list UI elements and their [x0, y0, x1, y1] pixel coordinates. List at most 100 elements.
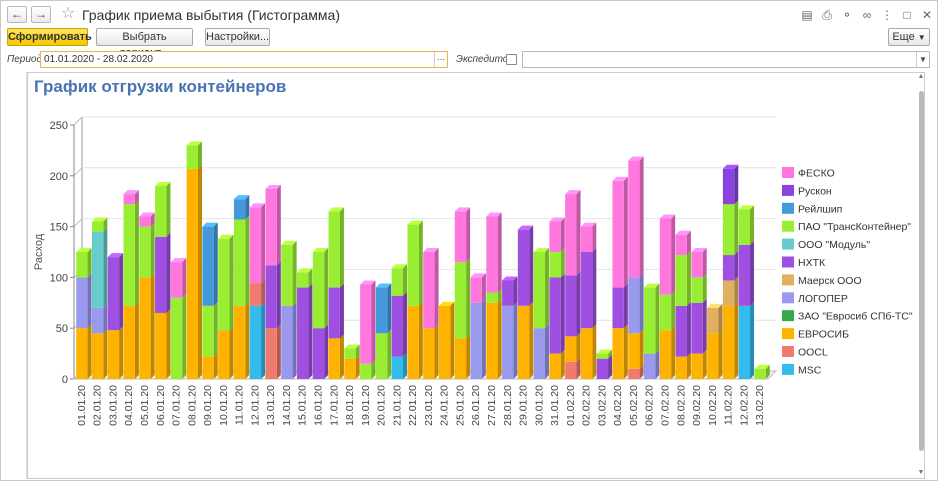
bar-stack-09.02.20 — [691, 248, 707, 379]
bar-side — [229, 234, 234, 331]
bar-segment — [407, 305, 419, 379]
select-period-icon[interactable]: ... — [434, 52, 447, 67]
bar-side — [671, 326, 676, 379]
scroll-down-icon[interactable]: ▼ — [917, 469, 925, 476]
bar-side — [150, 212, 155, 227]
vertical-scrollbar[interactable]: ▲ ▼ — [917, 73, 925, 478]
legend-label: Рускон — [798, 185, 832, 197]
bar-side — [671, 290, 676, 331]
bar-stack-04.01.20 — [123, 190, 139, 379]
attach-icon[interactable]: ⚬ — [841, 8, 853, 22]
x-tick-label: 08.01.20 — [186, 385, 198, 426]
bar-segment — [722, 305, 735, 379]
x-tick-label: 14.01.20 — [281, 385, 293, 426]
bar-segment — [580, 252, 593, 329]
x-tick-label: 02.01.20 — [92, 385, 104, 426]
bar-side — [686, 301, 691, 357]
bar-side — [387, 329, 392, 379]
scroll-thumb[interactable] — [919, 91, 924, 451]
more-icon[interactable]: ⋮ — [881, 8, 893, 22]
bar-segment — [107, 257, 120, 331]
bar-side — [702, 273, 707, 303]
close-icon[interactable]: ✕ — [921, 8, 933, 22]
bar-side — [497, 298, 502, 379]
bar-top — [391, 264, 408, 269]
bar-segment — [580, 226, 593, 252]
bar-segment — [328, 338, 340, 379]
bar-stack-17.01.20 — [328, 207, 344, 379]
bar-side — [261, 203, 266, 284]
bar-side — [734, 164, 739, 205]
bar-top — [218, 234, 234, 239]
bar-side — [339, 334, 344, 379]
bar-side — [450, 301, 455, 379]
legend-label: НХТК — [798, 257, 826, 269]
y-axis-title: Расход — [33, 233, 45, 270]
bar-segment — [360, 363, 372, 379]
bar-side — [87, 273, 92, 329]
bar-top — [596, 349, 613, 354]
forward-arrow-icon[interactable]: → — [31, 6, 51, 23]
scroll-up-icon[interactable]: ▲ — [917, 73, 925, 80]
title-bar: ← → ☆ График приема выбытия (Гистограмма… — [1, 1, 938, 27]
bar-segment — [565, 194, 577, 276]
x-tick-label: 11.02.20 — [723, 385, 735, 425]
legend-label: ООО "Модуль" — [798, 239, 870, 251]
x-tick-label: 03.02.20 — [596, 385, 608, 426]
chevron-down-icon[interactable]: ▼ — [916, 52, 929, 67]
bar-side — [276, 261, 281, 329]
select-variant-button[interactable]: Выбрать вариант... — [96, 28, 193, 59]
bar-segment — [281, 305, 293, 379]
bar-segment — [344, 348, 356, 359]
bar-stack-10.02.20 — [707, 303, 723, 379]
bar-side — [671, 214, 676, 295]
more-button[interactable]: Еще ▼ — [888, 28, 930, 46]
bar-side — [718, 303, 723, 334]
bar-segment — [565, 275, 577, 337]
bar-stack-16.01.20 — [312, 248, 329, 379]
bar-top — [312, 248, 329, 252]
maximize-icon[interactable]: □ — [903, 8, 911, 22]
bar-segment — [202, 305, 214, 357]
x-tick-label: 10.02.20 — [707, 385, 719, 426]
x-tick-label: 11.01.20 — [234, 385, 246, 425]
bar-segment — [644, 353, 656, 379]
bar-top — [407, 220, 423, 225]
star-icon[interactable]: ☆ — [61, 5, 76, 22]
bar-top — [123, 190, 139, 195]
bar-side — [513, 301, 518, 379]
x-tick-label: 19.01.20 — [360, 385, 372, 426]
parameters-bar: Период: 01.01.2020 - 28.02.2020 ... Эксп… — [1, 50, 938, 70]
bar-stack-07.01.20 — [170, 258, 187, 379]
more-label: Еще — [892, 31, 915, 43]
bar-stack-06.02.20 — [644, 283, 660, 379]
settings-button[interactable]: Настройки... — [205, 28, 270, 46]
print-icon[interactable]: ⎙ — [822, 8, 832, 22]
bar-segment — [722, 168, 735, 205]
bar-side — [560, 273, 565, 354]
bar-stack-02.02.20 — [580, 222, 597, 379]
bar-top — [691, 248, 707, 252]
bar-top — [281, 240, 297, 245]
forwarder-select[interactable]: ▼ — [522, 51, 930, 68]
bar-stack-09.01.20 — [202, 222, 218, 379]
bar-segment — [549, 277, 561, 354]
bar-side — [497, 212, 502, 293]
x-tick-label: 22.01.20 — [407, 385, 419, 426]
bar-segment — [549, 353, 561, 379]
bar-side — [592, 324, 597, 379]
bar-side — [608, 349, 613, 359]
save-icon[interactable]: ▤ — [801, 8, 813, 22]
bar-segment — [233, 305, 246, 379]
period-field[interactable]: 01.01.2020 - 28.02.2020 ... — [40, 51, 448, 68]
bar-segment — [391, 356, 404, 379]
bar-stack-08.02.20 — [675, 230, 691, 379]
bar-segment — [423, 328, 435, 379]
back-arrow-icon[interactable]: ← — [7, 6, 27, 23]
link-icon[interactable]: ∞ — [862, 8, 872, 22]
bar-top — [533, 248, 549, 252]
bar-side — [213, 222, 218, 306]
forwarder-checkbox[interactable] — [506, 54, 517, 65]
generate-button[interactable]: Сформировать — [7, 28, 92, 46]
bar-side — [481, 273, 486, 303]
